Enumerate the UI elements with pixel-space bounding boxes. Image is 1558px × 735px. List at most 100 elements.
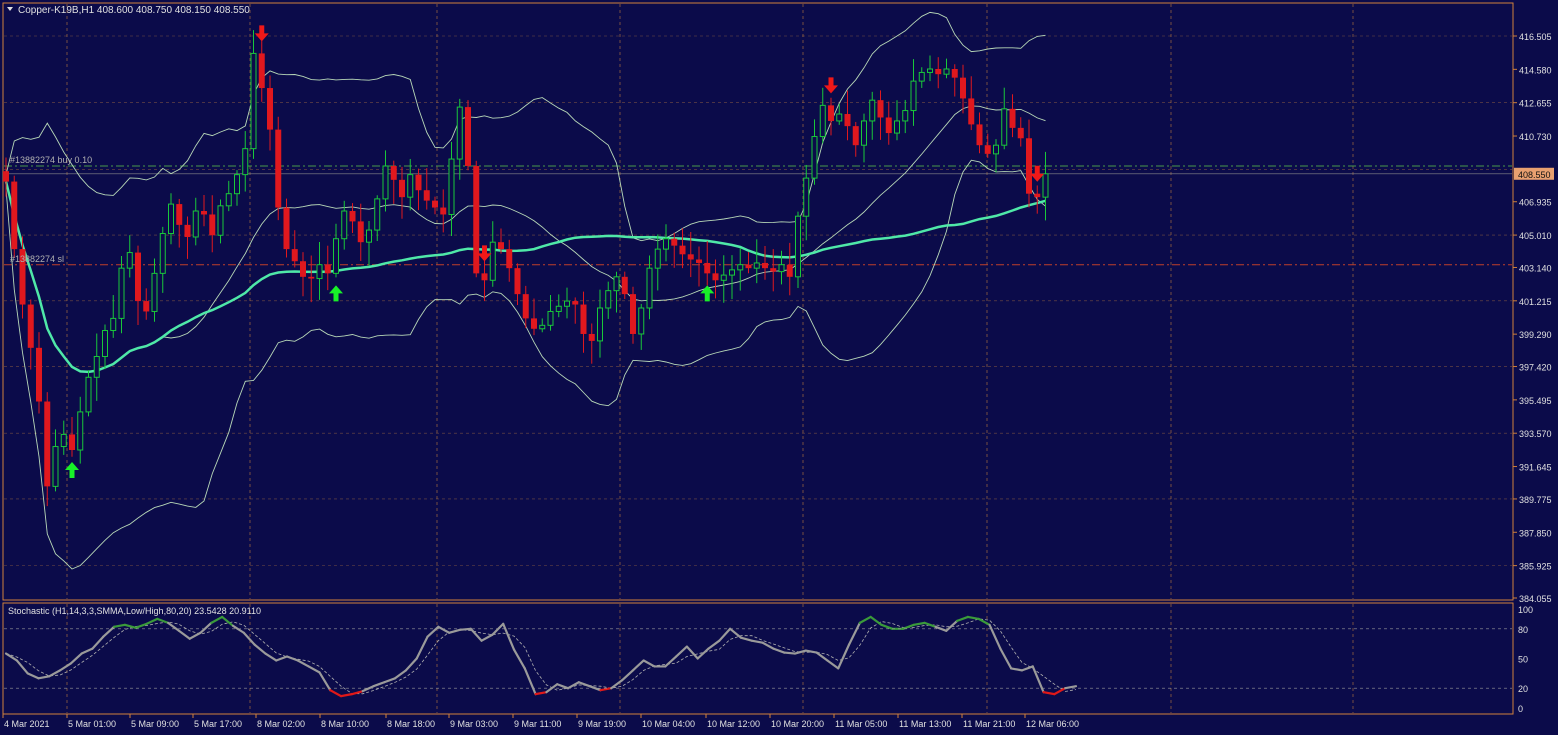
candle xyxy=(753,239,760,284)
stochastic-main-segment xyxy=(383,677,397,684)
candle xyxy=(234,170,240,206)
candle-body xyxy=(918,71,925,82)
candle xyxy=(184,216,191,259)
stochastic-main-segment xyxy=(296,659,310,668)
candle xyxy=(621,271,628,300)
stochastic-main-segment xyxy=(988,623,1002,650)
candle-body xyxy=(473,165,480,274)
candle xyxy=(341,200,348,250)
candle xyxy=(1026,119,1032,208)
stochastic-main-segment xyxy=(512,648,526,670)
stochastic-main-segment xyxy=(1020,665,1034,672)
candle xyxy=(663,224,669,262)
time-label: 8 Mar 02:00 xyxy=(257,719,305,729)
stochastic-main-segment xyxy=(837,643,851,670)
stochastic-axis: 100 80 50 20 0 xyxy=(4,605,1533,714)
stochastic-signal-line xyxy=(5,618,1077,695)
candle xyxy=(69,416,75,457)
stochastic-main-segment xyxy=(199,621,213,634)
buy-arrow-icon xyxy=(329,285,343,302)
candle xyxy=(811,119,818,185)
stochastic-main-segment xyxy=(264,652,278,662)
candle-body xyxy=(943,68,950,75)
candle xyxy=(399,166,405,219)
candle-body xyxy=(44,401,51,487)
candle xyxy=(1009,94,1016,138)
candle xyxy=(762,245,768,280)
sell-arrow-icon xyxy=(254,25,269,42)
candle xyxy=(11,175,18,258)
candle-body xyxy=(102,330,108,357)
candle-body xyxy=(234,174,240,195)
stochastic-main-segment xyxy=(37,675,51,680)
candle xyxy=(704,241,711,286)
stochastic-main-segment xyxy=(966,615,980,621)
candle xyxy=(844,90,851,141)
candle-body xyxy=(811,136,818,179)
stochastic-main-segment xyxy=(783,651,797,655)
candle-body xyxy=(300,261,306,277)
candle-body xyxy=(225,193,232,207)
candle xyxy=(52,429,59,492)
candle-body xyxy=(159,233,166,274)
dropdown-triangle-icon[interactable] xyxy=(7,7,13,11)
candle-body xyxy=(984,145,991,154)
candle-body xyxy=(720,274,727,281)
stochastic-main-segment xyxy=(339,693,353,698)
candle xyxy=(671,232,678,268)
candle-body xyxy=(308,276,315,279)
candle xyxy=(423,168,430,210)
candle-body xyxy=(902,110,909,122)
stochastic-main-segment xyxy=(253,643,267,655)
candle xyxy=(456,98,463,180)
candle-body xyxy=(572,301,579,305)
stochastic-main-segment xyxy=(977,617,991,626)
candle-body xyxy=(638,307,645,335)
candle-body xyxy=(415,174,422,191)
candle xyxy=(60,420,67,455)
stochastic-main-segment xyxy=(285,655,299,662)
candle xyxy=(498,228,504,254)
sell-arrow-icon xyxy=(477,245,492,262)
candle xyxy=(547,295,554,331)
stochastic-main-segment xyxy=(999,647,1013,670)
candle-body xyxy=(407,174,414,198)
time-label: 8 Mar 18:00 xyxy=(387,719,435,729)
stochastic-main-segment xyxy=(718,627,732,642)
stochastic-main-segment xyxy=(4,652,18,662)
candle-body xyxy=(69,434,75,451)
candle-body xyxy=(489,241,496,281)
candle xyxy=(201,195,207,227)
candle xyxy=(44,392,51,507)
stochastic-main-segment xyxy=(620,669,634,682)
stochastic-main-segment xyxy=(642,659,656,668)
candle-body xyxy=(374,198,381,231)
candle-body xyxy=(588,333,595,341)
candles[interactable] xyxy=(3,30,1049,507)
candle xyxy=(712,259,719,299)
candle xyxy=(110,295,117,338)
stochastic-main-segment xyxy=(685,645,699,660)
bollinger-upper-line xyxy=(5,11,1046,242)
candle xyxy=(93,333,100,401)
candle-body xyxy=(184,224,191,237)
candle xyxy=(572,297,579,324)
candle-body xyxy=(291,249,298,262)
candle-body xyxy=(844,114,851,127)
candle xyxy=(539,318,546,333)
stochastic-main-segment xyxy=(210,615,224,624)
stochastic-main-segment xyxy=(793,649,807,655)
candle xyxy=(333,223,339,278)
candle xyxy=(36,332,42,414)
time-label: 10 Mar 04:00 xyxy=(642,719,695,729)
stochastic-main-segment xyxy=(69,652,83,665)
stochastic-main-segment xyxy=(231,624,245,634)
candle xyxy=(85,370,92,417)
stochastic-main-segment xyxy=(869,615,883,626)
candle xyxy=(308,255,315,303)
time-label: 5 Mar 09:00 xyxy=(131,719,179,729)
stochastic-lines xyxy=(4,615,1078,698)
stochastic-main-segment xyxy=(566,681,580,690)
